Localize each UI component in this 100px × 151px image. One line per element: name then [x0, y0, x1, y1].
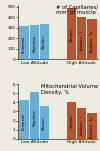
- Bar: [77, 108, 86, 139]
- Text: Andean - ?: Andean - ?: [80, 31, 84, 50]
- Text: Mitochondrial Volume
Density, %: Mitochondrial Volume Density, %: [41, 84, 98, 95]
- Bar: [40, 106, 49, 139]
- Bar: [19, 26, 29, 59]
- Text: European: European: [22, 36, 26, 53]
- Bar: [19, 100, 29, 139]
- Bar: [40, 24, 49, 59]
- Bar: [67, 102, 76, 139]
- Text: Tibetan: Tibetan: [70, 29, 74, 43]
- Bar: [30, 92, 39, 139]
- Bar: [77, 17, 86, 59]
- Text: Andean - ?a: Andean - ?a: [90, 117, 94, 138]
- Bar: [87, 19, 97, 59]
- Text: Nepalese: Nepalese: [32, 109, 36, 126]
- Text: # of Capillaries/
mm² of muscle: # of Capillaries/ mm² of muscle: [56, 5, 98, 15]
- Text: European: European: [22, 113, 26, 130]
- Text: Tibetan: Tibetan: [42, 117, 46, 131]
- Bar: [87, 113, 97, 139]
- Text: Nepalese: Nepalese: [32, 35, 36, 52]
- Text: Tibetan: Tibetan: [70, 116, 74, 129]
- Text: Andean - ?a: Andean - ?a: [90, 30, 94, 52]
- Bar: [67, 8, 76, 59]
- Text: Tibetan: Tibetan: [42, 37, 46, 50]
- Text: Andean - ?: Andean - ?: [80, 115, 84, 135]
- Bar: [30, 25, 39, 59]
